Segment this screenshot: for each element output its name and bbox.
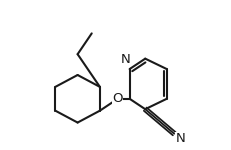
Text: O: O [112, 92, 123, 105]
Text: N: N [175, 132, 185, 145]
Text: N: N [121, 53, 131, 66]
